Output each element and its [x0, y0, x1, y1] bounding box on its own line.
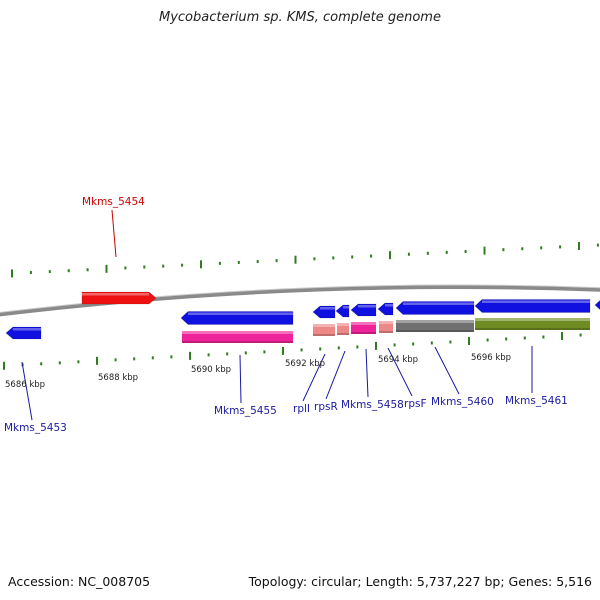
kbp-tick-label: 5692 kbp — [285, 359, 325, 369]
leader-line — [434, 346, 460, 395]
gene-rpsr-arrow[interactable] — [335, 304, 350, 318]
lower-tick-marks — [3, 332, 582, 370]
leader-line — [365, 348, 369, 398]
gene-rpsf-arrow[interactable] — [377, 302, 394, 316]
leader-line — [239, 354, 242, 404]
kbp-tick-label: 5696 kbp — [471, 353, 511, 363]
kbp-tick-label: 5688 kbp — [98, 373, 138, 383]
gene-label-mkms-5458[interactable]: Mkms_5458 — [341, 399, 404, 411]
feature-mkms-5458 — [351, 322, 376, 334]
leader-line — [111, 209, 117, 258]
gene-rpll-arrow[interactable] — [312, 305, 336, 319]
accession-label: Accession: NC_008705 — [8, 574, 151, 589]
gene-mkms-5454-arrow[interactable] — [81, 291, 157, 305]
gene-label-mkms-5460[interactable]: Mkms_5460 — [431, 396, 494, 408]
genome-summary: Topology: circular; Length: 5,737,227 bp… — [248, 574, 592, 589]
feature-mkms-5461 — [475, 318, 590, 330]
kbp-tick-label: 5686 kbp — [5, 380, 45, 390]
gene-next-arrow[interactable] — [594, 299, 600, 312]
leader-line — [325, 350, 346, 400]
genome-backbone — [0, 285, 600, 317]
gene-label-mkms-5454[interactable]: Mkms_5454 — [82, 196, 145, 208]
gene-label-rpll[interactable]: rplI — [293, 403, 310, 415]
leader-line — [21, 361, 33, 421]
kbp-tick-label: 5690 kbp — [191, 365, 231, 375]
gene-label-mkms-5455[interactable]: Mkms_5455 — [214, 405, 277, 417]
genome-title: Mycobacterium sp. KMS, complete genome — [159, 10, 441, 25]
feature-rpsr — [337, 323, 349, 335]
gene-label-mkms-5461[interactable]: Mkms_5461 — [505, 395, 568, 407]
feature-mkms-5460 — [396, 320, 474, 332]
gene-label-mkms-5453[interactable]: Mkms_5453 — [4, 422, 67, 434]
gene-label-rpsr[interactable]: rpsR — [314, 401, 338, 413]
gene-mkms-5458-arrow[interactable] — [350, 303, 377, 317]
feature-rpll — [313, 324, 335, 336]
gene-label-rpsf[interactable]: rpsF — [404, 398, 427, 410]
upper-tick-marks — [11, 242, 599, 278]
kbp-tick-label: 5694 kbp — [378, 355, 418, 365]
feature-rpsf — [379, 321, 393, 333]
leader-line — [387, 347, 413, 397]
gene-mkms-5461-arrow[interactable] — [474, 299, 591, 313]
gene-mkms-5455-arrow[interactable] — [180, 311, 294, 325]
leader-line — [302, 353, 326, 402]
gene-mkms-5460-arrow[interactable] — [395, 301, 475, 315]
gene-mkms-5453-arrow[interactable] — [5, 326, 42, 340]
feature-mkms-5455 — [182, 331, 293, 343]
